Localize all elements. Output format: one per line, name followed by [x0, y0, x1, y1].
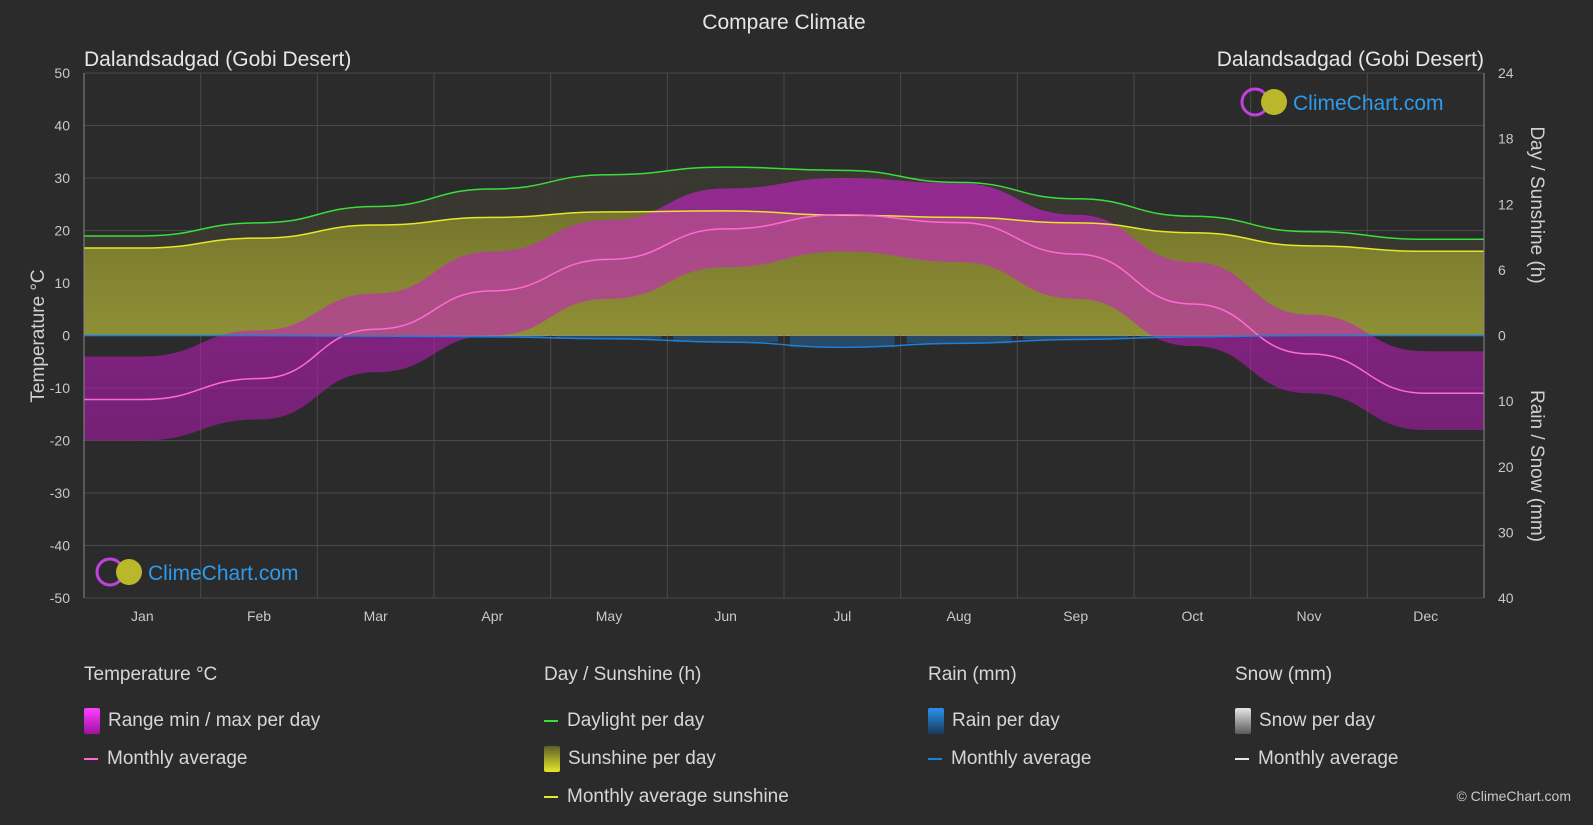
rain-avg-line	[84, 334, 1484, 349]
snow-swatch	[1235, 708, 1251, 734]
watermark-text-bottom: ClimeChart.com	[148, 562, 299, 585]
legend-item: Monthly average sunshine	[544, 778, 789, 816]
legend-label: Daylight per day	[567, 710, 705, 731]
legend-temperature: Temperature °C Range min / max per day M…	[84, 664, 320, 778]
legend-rain-header: Rain (mm)	[928, 664, 1017, 685]
y-axis-right-bottom-tick-label: 20	[1498, 459, 1514, 475]
legend-label: Snow per day	[1259, 710, 1376, 731]
y-axis-left-tick-label: 20	[54, 223, 70, 239]
y-axis-right-top-tick-label: 12	[1498, 196, 1514, 212]
watermark-top: ClimeChart.com	[1240, 87, 1444, 117]
rain-avg-line-swatch	[928, 758, 942, 760]
y-axis-right-bottom-label: Rain / Snow (mm)	[1526, 390, 1547, 542]
chart-areas	[84, 167, 1484, 441]
legend-item: Monthly average	[84, 740, 320, 778]
y-axis-right-top-label: Day / Sunshine (h)	[1526, 126, 1547, 283]
legend-label: Sunshine per day	[568, 748, 716, 769]
temp-range-swatch	[84, 708, 100, 734]
legend-item: Rain per day	[928, 702, 1091, 740]
climechart-sun-icon	[1261, 89, 1287, 115]
y-axis-right-bottom-tick-label: 10	[1498, 393, 1514, 409]
sunshine-swatch	[544, 746, 560, 772]
y-axis-right-top-tick-label: 0	[1498, 328, 1506, 344]
legend-label: Range min / max per day	[108, 710, 321, 731]
y-axis-left-tick-label: -20	[50, 433, 70, 449]
x-axis-month-label: May	[596, 608, 622, 624]
legend-item: Range min / max per day	[84, 702, 320, 740]
x-axis-month-label: Aug	[947, 608, 972, 624]
x-axis-month-label: Mar	[364, 608, 388, 624]
rain-bar	[789, 335, 895, 348]
rain-bar	[1023, 335, 1129, 340]
temperature-range-area	[84, 178, 1484, 441]
legend-item: Monthly average	[1235, 740, 1398, 778]
legend-item: Sunshine per day	[544, 740, 789, 778]
copyright: © ClimeChart.com	[1456, 788, 1571, 804]
y-axis-left-tick-label: 0	[62, 328, 70, 344]
x-axis-month-label: Jul	[833, 608, 851, 624]
legend-label: Rain per day	[952, 710, 1060, 731]
x-axis-month-label: Nov	[1297, 608, 1322, 624]
legend-label: Monthly average	[1258, 748, 1399, 769]
legend-snow: Snow (mm) Snow per day Monthly average	[1235, 664, 1398, 778]
snow-avg-line-swatch	[1235, 758, 1249, 760]
legend-item: Daylight per day	[544, 702, 789, 740]
y-axis-left-tick-label: -50	[50, 590, 70, 606]
y-axis-right-top-tick-label: 18	[1498, 131, 1514, 147]
y-axis-left-tick-label: 10	[54, 275, 70, 291]
location-left: Dalandsadgad (Gobi Desert)	[84, 48, 351, 71]
y-axis-right-bottom-tick-label: 30	[1498, 524, 1514, 540]
rain-swatch	[928, 708, 944, 734]
y-axis-left-label: Temperature °C	[28, 269, 49, 402]
snow-bar	[1139, 335, 1245, 337]
y-axis-left-tick-label: -10	[50, 380, 70, 396]
x-axis-month-label: Dec	[1413, 608, 1438, 624]
x-axis-month-label: Feb	[247, 608, 271, 624]
legend-temperature-header: Temperature °C	[84, 664, 218, 685]
temperature-avg-line	[84, 213, 1484, 401]
legend-rain: Rain (mm) Rain per day Monthly average	[928, 664, 1091, 778]
temp-avg-line-swatch	[84, 758, 98, 760]
x-axis-month-label: Jun	[714, 608, 737, 624]
y-axis-left-tick-label: -30	[50, 485, 70, 501]
rain-bar	[556, 335, 662, 339]
legend-label: Monthly average	[107, 748, 248, 769]
x-axis-month-label: Sep	[1063, 608, 1088, 624]
legend-label: Monthly average sunshine	[567, 786, 789, 807]
chart-title: Compare Climate	[702, 11, 865, 34]
location-right: Dalandsadgad (Gobi Desert)	[1217, 48, 1484, 71]
rain-bar	[906, 335, 1012, 344]
legend-label: Monthly average	[951, 748, 1092, 769]
y-axis-right-top-tick-label: 24	[1498, 65, 1514, 81]
snow-bar	[439, 335, 545, 337]
watermark-text-top: ClimeChart.com	[1293, 92, 1444, 115]
watermark-bottom: ClimeChart.com	[95, 557, 299, 587]
x-axis-month-label: Jan	[131, 608, 154, 624]
sunshine-avg-line-swatch	[544, 796, 558, 798]
y-axis-right-top-tick-label: 6	[1498, 262, 1506, 278]
daylight-line	[84, 166, 1484, 241]
climechart-sun-icon	[116, 559, 142, 585]
x-axis-month-label: Oct	[1181, 608, 1203, 624]
sunshine-avg-line	[84, 210, 1484, 253]
y-axis-left-tick-label: 30	[54, 170, 70, 186]
y-axis-left-tick-label: 40	[54, 118, 70, 134]
y-axis-left-tick-label: 50	[54, 65, 70, 81]
legend-item: Snow per day	[1235, 702, 1398, 740]
legend-snow-header: Snow (mm)	[1235, 664, 1333, 685]
legend-item: Monthly average	[928, 740, 1091, 778]
chart-axes: 50 40 30 20 10 0 -10 -20 -30 -40 -50 24 18 12 6 0 10 20 30…	[50, 65, 1514, 624]
x-axis-month-label: Apr	[481, 608, 503, 624]
legend-sunshine-header: Day / Sunshine (h)	[544, 664, 702, 685]
y-axis-left-tick-label: -40	[50, 538, 70, 554]
rain-bar	[673, 335, 779, 343]
legend-sunshine: Day / Sunshine (h) Daylight per day Suns…	[544, 664, 789, 816]
y-axis-right-bottom-tick-label: 40	[1498, 590, 1514, 606]
chart-lines	[84, 166, 1484, 401]
daylight-line-swatch	[544, 720, 558, 722]
